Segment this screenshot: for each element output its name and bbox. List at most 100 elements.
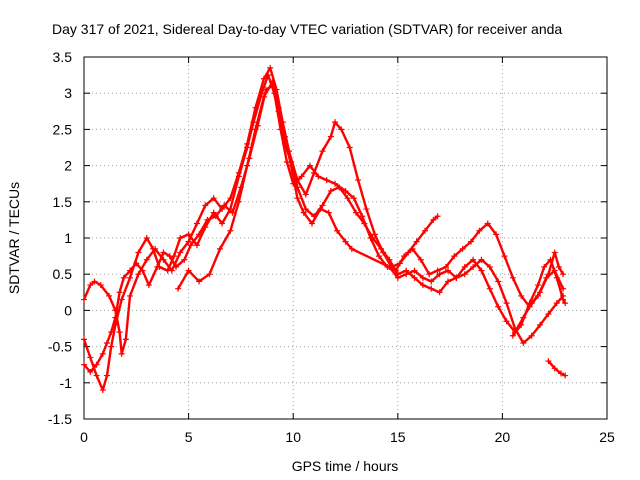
data-point <box>461 263 468 270</box>
data-point <box>112 314 119 321</box>
y-axis-label: SDTVAR / TECUs <box>6 182 22 294</box>
data-point <box>555 263 562 270</box>
data-point <box>93 361 100 368</box>
data-point <box>122 336 129 343</box>
data-point <box>212 213 219 220</box>
data-point <box>173 263 180 270</box>
data-point <box>210 195 217 202</box>
data-point <box>436 289 443 296</box>
data-point <box>244 144 251 151</box>
data-point <box>426 271 433 278</box>
data-point <box>210 209 217 216</box>
data-point <box>378 245 385 252</box>
data-point <box>459 245 466 252</box>
data-point <box>495 303 502 310</box>
data-point <box>503 300 510 307</box>
data-point <box>453 274 460 281</box>
data-point <box>104 339 111 346</box>
data-point <box>434 267 441 274</box>
data-point <box>327 133 334 140</box>
data-point <box>116 289 123 296</box>
data-point <box>204 216 211 223</box>
data-point <box>127 267 134 274</box>
data-point <box>342 238 349 245</box>
data-point <box>145 282 152 289</box>
x-tick-label: 5 <box>185 429 193 445</box>
data-point <box>413 238 420 245</box>
series-track-e <box>509 256 569 339</box>
data-point <box>196 231 203 238</box>
data-point <box>560 271 567 278</box>
data-point <box>185 267 192 274</box>
series-line <box>547 359 567 377</box>
data-point <box>486 263 493 270</box>
data-point <box>319 148 326 155</box>
data-point <box>386 263 393 270</box>
data-point <box>319 202 326 209</box>
data-point <box>551 365 558 372</box>
data-point <box>87 368 94 375</box>
data-point <box>97 282 104 289</box>
data-point <box>252 126 259 133</box>
data-point <box>87 282 94 289</box>
data-point <box>260 93 267 100</box>
data-point <box>269 79 276 86</box>
data-point <box>434 213 441 220</box>
data-point <box>419 282 426 289</box>
data-point <box>193 242 200 249</box>
data-point <box>187 242 194 249</box>
data-point <box>150 245 157 252</box>
data-point <box>344 195 351 202</box>
data-point <box>409 245 416 252</box>
data-point <box>235 198 242 205</box>
data-point <box>428 285 435 292</box>
data-point <box>258 90 265 97</box>
y-tick-label: 0.5 <box>53 266 73 282</box>
data-point <box>87 354 94 361</box>
data-point <box>185 231 192 238</box>
data-point <box>338 126 345 133</box>
data-point <box>265 72 272 79</box>
series-track-d <box>175 79 567 336</box>
data-point <box>315 173 322 180</box>
data-point <box>526 300 533 307</box>
data-point <box>562 372 569 379</box>
data-point <box>106 292 113 299</box>
data-point <box>221 202 228 209</box>
data-point <box>537 289 544 296</box>
data-point <box>135 271 142 278</box>
data-point <box>302 206 309 213</box>
data-point <box>560 296 567 303</box>
data-point <box>451 253 458 260</box>
data-point <box>486 285 493 292</box>
data-point <box>294 195 301 202</box>
data-point <box>417 256 424 263</box>
series-track-f <box>545 358 569 379</box>
data-point <box>545 311 552 318</box>
data-point <box>160 249 167 256</box>
data-point <box>352 209 359 216</box>
data-point <box>478 256 485 263</box>
grid <box>84 57 607 419</box>
data-point <box>317 206 324 213</box>
data-point <box>348 245 355 252</box>
chart-title: Day 317 of 2021, Sidereal Day-to-day VTE… <box>52 21 562 37</box>
data-point <box>227 227 234 234</box>
data-point <box>135 249 142 256</box>
data-point <box>518 321 525 328</box>
data-point <box>181 256 188 263</box>
data-point <box>193 220 200 227</box>
y-tick-label: 3 <box>64 85 72 101</box>
data-point <box>445 278 452 285</box>
y-tick-label: 1 <box>64 230 72 246</box>
data-point <box>553 274 560 281</box>
data-point <box>557 370 564 377</box>
data-point <box>478 267 485 274</box>
data-point <box>99 350 106 357</box>
data-point <box>545 271 552 278</box>
y-tick-label: 2 <box>64 158 72 174</box>
data-point <box>120 274 127 281</box>
data-point <box>216 245 223 252</box>
y-tick-label: 2.5 <box>53 121 73 137</box>
data-point <box>461 271 468 278</box>
